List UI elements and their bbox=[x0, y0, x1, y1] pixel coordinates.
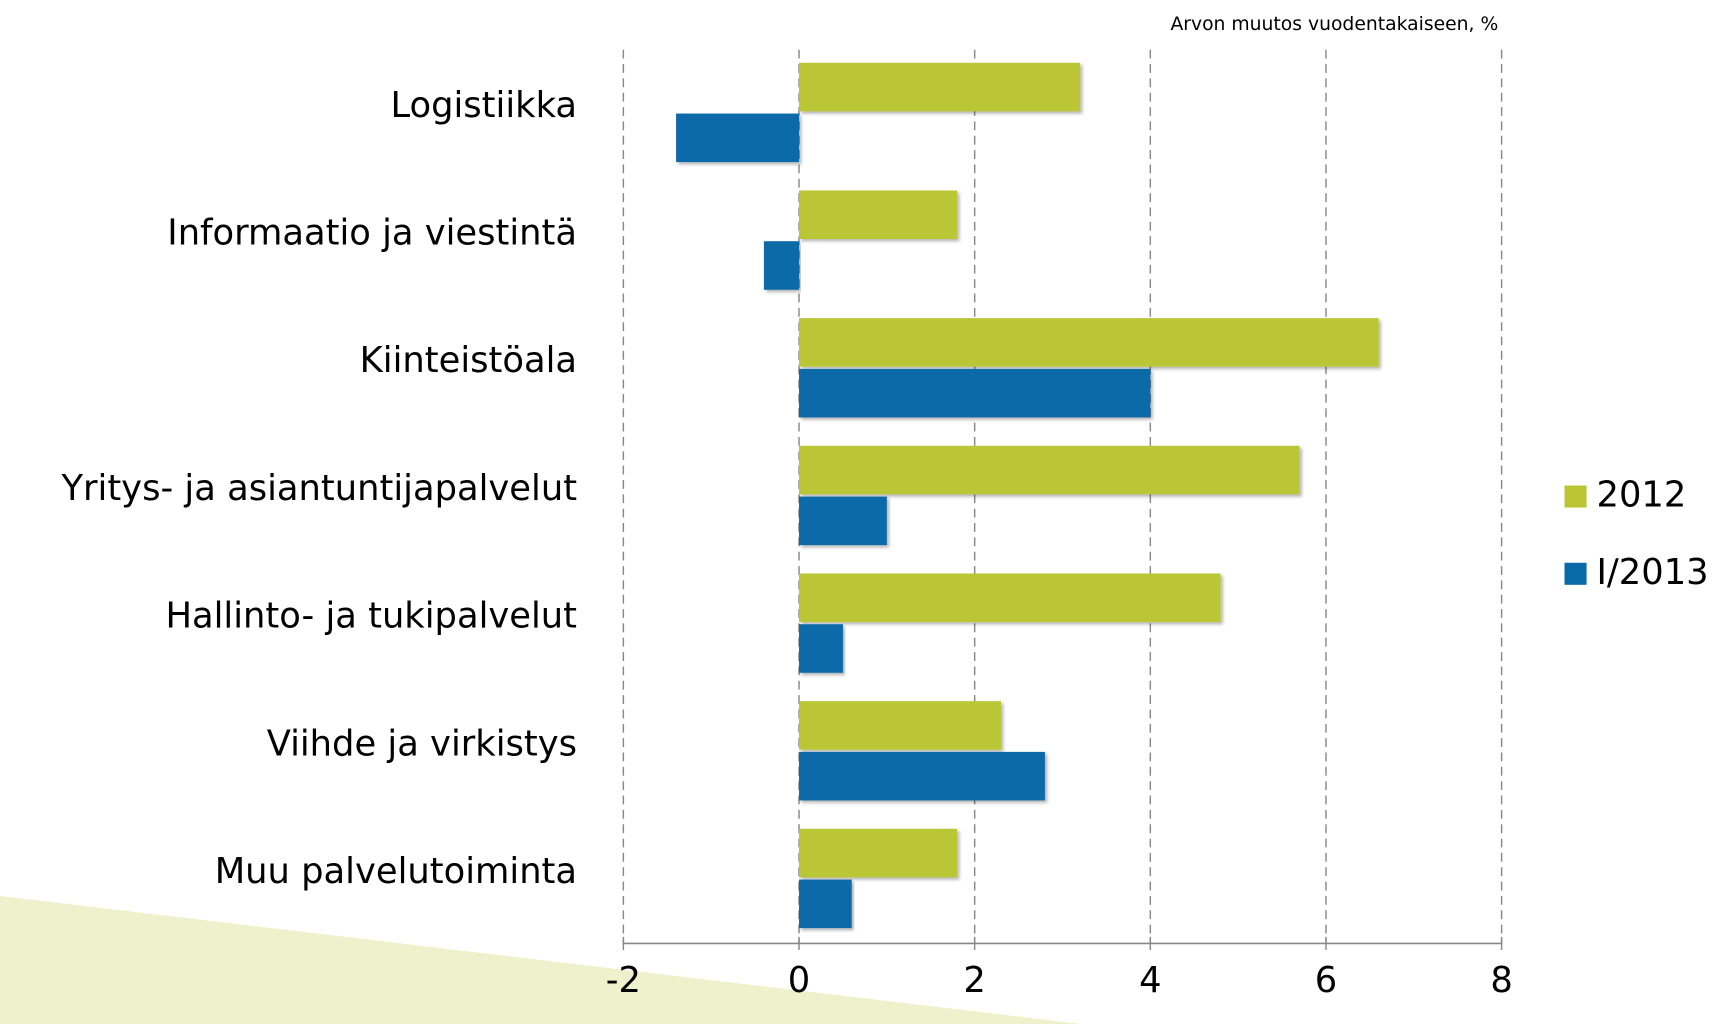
legend-label: 2012 bbox=[1596, 475, 1686, 516]
x-tick-label: -2 bbox=[606, 960, 641, 1001]
x-tick-label: 2 bbox=[963, 960, 985, 1001]
bar bbox=[763, 241, 800, 290]
legend-label: I/2013 bbox=[1596, 552, 1708, 593]
y-tick-label: Logistiikka bbox=[390, 85, 577, 126]
bar bbox=[676, 113, 800, 163]
x-tick-label: 0 bbox=[788, 960, 810, 1001]
y-tick-label: Yritys- ja asiantuntijapalvelut bbox=[60, 468, 577, 509]
y-tick-label: Kiinteistöala bbox=[360, 340, 577, 381]
y-tick-label: Viihde ja virkistys bbox=[267, 723, 577, 764]
bar bbox=[799, 318, 1379, 367]
y-tick-label: Hallinto- ja tukipalvelut bbox=[165, 596, 577, 637]
bar bbox=[799, 879, 852, 929]
bar bbox=[799, 701, 1002, 750]
x-tick-label: 6 bbox=[1315, 960, 1337, 1001]
bar bbox=[799, 496, 887, 546]
y-tick-label: Informaatio ja viestintä bbox=[167, 213, 577, 254]
legend-swatch bbox=[1564, 562, 1587, 585]
axis-title: Arvon muutos vuodentakaiseen, % bbox=[1170, 14, 1498, 35]
legend-swatch bbox=[1564, 485, 1587, 508]
decoration bbox=[0, 895, 1082, 1024]
bar bbox=[799, 62, 1081, 112]
bar bbox=[799, 828, 958, 878]
bar bbox=[799, 573, 1221, 623]
x-tick-label: 4 bbox=[1139, 960, 1161, 1001]
bar bbox=[799, 624, 843, 673]
bar bbox=[799, 190, 958, 240]
bar bbox=[799, 368, 1151, 418]
x-tick-label: 8 bbox=[1490, 960, 1512, 1001]
bar bbox=[799, 445, 1300, 495]
bar bbox=[799, 751, 1045, 801]
y-tick-label: Muu palvelutoiminta bbox=[215, 851, 577, 892]
